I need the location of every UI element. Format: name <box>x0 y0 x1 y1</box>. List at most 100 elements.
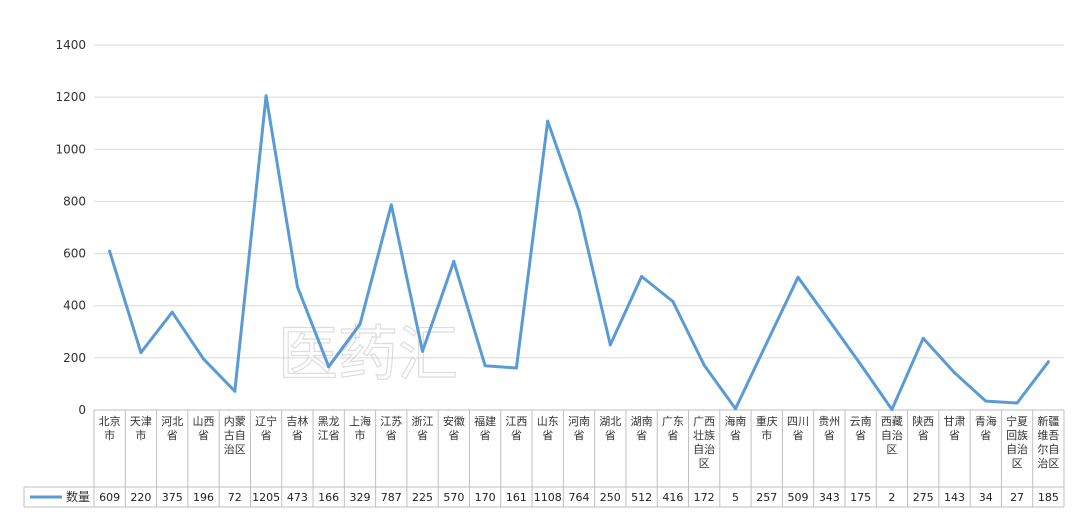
category-label: 河南省 <box>568 415 590 442</box>
data-point <box>890 407 894 411</box>
y-tick-label: 800 <box>63 194 86 208</box>
category-label: 辽宁省 <box>255 414 277 442</box>
value-label: 275 <box>913 491 934 504</box>
category-label: 河北省 <box>161 415 183 442</box>
data-point <box>577 209 581 213</box>
data-point <box>1046 360 1050 364</box>
value-label: 170 <box>475 491 496 504</box>
data-point <box>671 300 675 304</box>
series-line <box>108 94 1050 411</box>
data-point <box>608 343 612 347</box>
data-point <box>389 203 393 207</box>
data-point <box>233 389 237 393</box>
y-tick-label: 200 <box>63 351 86 365</box>
y-tick-label: 1400 <box>55 38 86 52</box>
value-label: 509 <box>788 491 809 504</box>
category-label: 江苏省 <box>380 415 402 442</box>
value-label: 329 <box>349 491 370 504</box>
data-point <box>546 119 550 123</box>
data-point <box>921 336 925 340</box>
value-label: 1205 <box>252 491 280 504</box>
data-point <box>421 349 425 353</box>
data-table: 北京市天津市河北省山西省内蒙古自治区辽宁省吉林省黑龙江省上海市江苏省浙江省安徽省… <box>23 409 1065 508</box>
data-point <box>1015 401 1019 405</box>
value-label: 2 <box>888 491 895 504</box>
value-label: 375 <box>162 491 183 504</box>
value-label: 5 <box>732 491 739 504</box>
category-label: 云南省 <box>850 415 872 442</box>
category-label: 湖北省 <box>599 415 621 442</box>
category-label: 重庆市 <box>756 414 778 442</box>
value-label: 764 <box>569 491 590 504</box>
category-label: 山西省 <box>193 415 215 442</box>
value-label: 27 <box>1010 491 1024 504</box>
value-label: 250 <box>600 491 621 504</box>
value-label: 257 <box>756 491 777 504</box>
data-point <box>202 357 206 361</box>
value-label: 34 <box>979 491 993 504</box>
category-label: 青海省 <box>975 414 997 442</box>
data-point <box>295 285 299 289</box>
category-label: 陕西省 <box>912 414 934 442</box>
category-label: 浙江省 <box>412 415 434 442</box>
y-tick-label: 1200 <box>55 90 86 104</box>
category-label: 天津市 <box>130 415 152 442</box>
value-label: 166 <box>318 491 339 504</box>
y-tick-label: 0 <box>78 403 86 417</box>
value-label: 609 <box>99 491 120 504</box>
category-label: 广东省 <box>662 415 684 442</box>
series-line-quantity <box>108 94 1050 411</box>
data-point <box>796 275 800 279</box>
y-axis-tick-labels: 0 200 400 600 800 1000 1200 1400 <box>55 38 86 417</box>
value-label: 1108 <box>534 491 562 504</box>
data-point <box>139 351 143 355</box>
value-label: 172 <box>694 491 715 504</box>
value-label: 220 <box>130 491 151 504</box>
value-label: 416 <box>662 491 683 504</box>
y-tick-label: 600 <box>63 247 86 261</box>
data-point <box>827 319 831 323</box>
data-point <box>952 371 956 375</box>
value-label: 512 <box>631 491 652 504</box>
category-label: 黑龙江省 <box>318 415 340 442</box>
value-label: 787 <box>381 491 402 504</box>
data-point <box>984 399 988 403</box>
value-label: 570 <box>443 491 464 504</box>
data-point <box>108 249 112 253</box>
category-label: 福建省 <box>474 414 496 442</box>
value-label: 185 <box>1038 491 1059 504</box>
data-point <box>640 275 644 279</box>
category-label: 四川省 <box>787 415 809 442</box>
category-label: 甘肃省 <box>943 415 965 442</box>
category-label: 西藏自治区 <box>881 415 903 456</box>
data-point <box>264 94 268 98</box>
data-point <box>358 322 362 326</box>
category-label: 山东省 <box>537 415 559 442</box>
data-point <box>702 363 706 367</box>
value-label: 225 <box>412 491 433 504</box>
data-point <box>452 259 456 263</box>
value-label: 343 <box>819 491 840 504</box>
value-label: 175 <box>850 491 871 504</box>
value-label: 473 <box>287 491 308 504</box>
category-label: 湖南省 <box>631 415 653 442</box>
legend-label: 数量 <box>66 489 90 504</box>
category-label: 宁夏回族自治区 <box>1006 414 1028 470</box>
legend: 数量 <box>30 489 90 504</box>
data-point <box>514 366 518 370</box>
value-label: 143 <box>944 491 965 504</box>
value-label: 72 <box>228 491 242 504</box>
value-label: 161 <box>506 491 527 504</box>
y-tick-label: 1000 <box>55 142 86 156</box>
data-point <box>733 407 737 411</box>
category-label: 海南省 <box>724 414 746 442</box>
data-point <box>859 362 863 366</box>
category-label: 吉林省 <box>286 414 308 442</box>
data-point <box>327 365 331 369</box>
category-label: 上海市 <box>349 414 371 442</box>
category-label: 贵州省 <box>818 415 840 442</box>
data-point <box>765 341 769 345</box>
value-label: 196 <box>193 491 214 504</box>
category-label: 新疆维吾尔自治区 <box>1037 414 1059 470</box>
